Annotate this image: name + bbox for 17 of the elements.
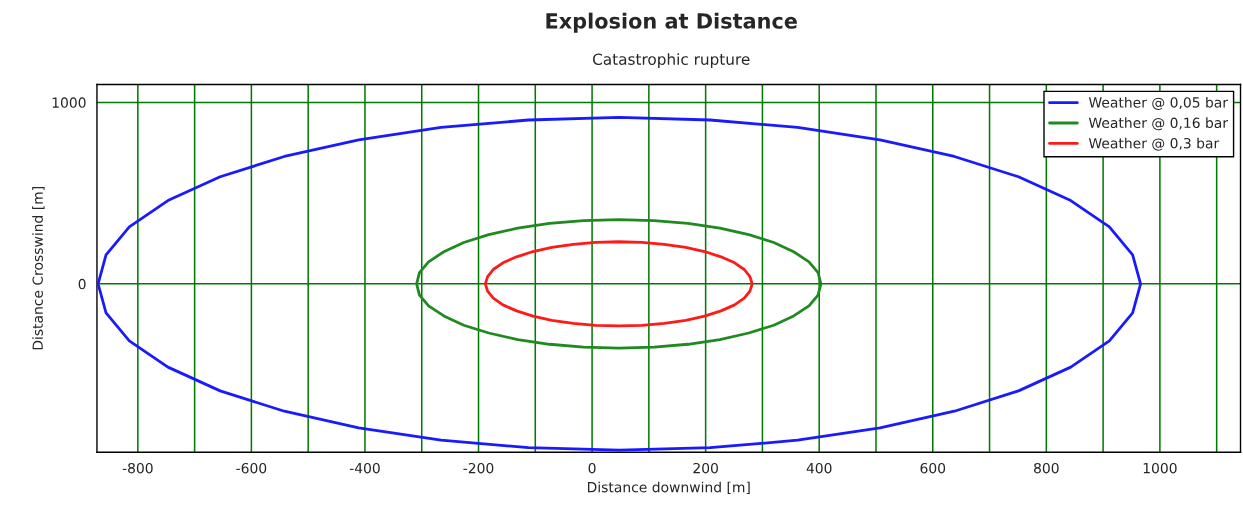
chart-title: Explosion at Distance — [546, 12, 797, 33]
x-tick-label: 600 — [920, 462, 946, 474]
x-tick-label: -200 — [463, 462, 494, 474]
x-tick-label: -400 — [349, 462, 380, 474]
x-tick-label: 200 — [693, 462, 718, 474]
x-tick-label: -600 — [236, 462, 267, 474]
legend-label: Weather @ 0,05 bar — [1088, 96, 1229, 110]
x-tick-label: 1000 — [1143, 462, 1177, 474]
y-axis-title: Distance Crosswind [m] — [32, 187, 45, 350]
x-tick-label: -800 — [122, 462, 153, 474]
x-axis-title: Distance downwind [m] — [587, 481, 750, 495]
legend-label: Weather @ 0,3 bar — [1088, 137, 1220, 151]
x-tick-label: 800 — [1034, 462, 1059, 474]
chart-subtitle: Catastrophic rupture — [592, 53, 750, 68]
x-tick-label: 400 — [806, 462, 832, 474]
legend-label: Weather @ 0,16 bar — [1088, 117, 1229, 131]
x-tick-label: 0 — [588, 462, 596, 474]
